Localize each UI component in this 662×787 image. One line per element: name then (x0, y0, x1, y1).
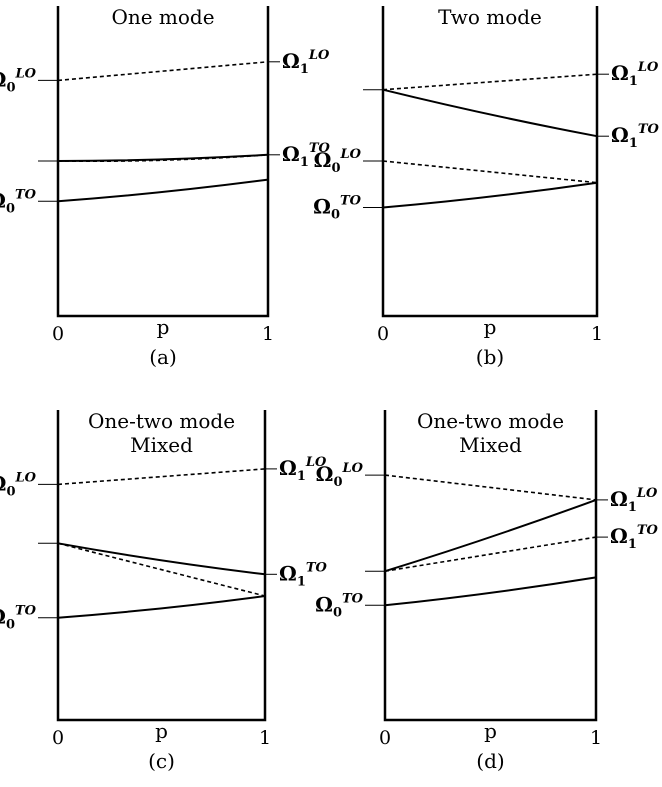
panel-title: Two mode (438, 5, 542, 29)
omega1-lo-label: Ω1LO (610, 486, 658, 515)
omega0-to-label: Ω0TO (313, 194, 362, 223)
solid-mode-curve (58, 596, 265, 618)
panel-caption: (d) (476, 749, 504, 773)
omega0-lo-label: Ω0LO (316, 461, 364, 490)
x-axis-label: p (484, 719, 497, 743)
panel-b: Two mode Ω0LO Ω0TO Ω1LO Ω1TO 0 1 p (b) (313, 5, 659, 369)
dashed-mode-curve (385, 537, 596, 571)
omega0-to-label: Ω0TO (315, 591, 364, 620)
omega0-lo-label: Ω0LO (0, 66, 37, 95)
solid-mode-curve (385, 500, 596, 571)
omega1-lo-label: Ω1LO (282, 48, 330, 77)
x-tick-1: 1 (591, 323, 603, 345)
omega1-to-label: Ω1TO (610, 523, 659, 552)
panel-title: Mixed (130, 433, 193, 457)
omega0-to-label: Ω0TO (0, 187, 37, 216)
dashed-mode-curve (58, 62, 268, 81)
dashed-mode-curve (58, 469, 265, 485)
x-axis-label: p (484, 315, 497, 339)
dashed-mode-curve (383, 74, 597, 90)
dashed-mode-curve (385, 475, 596, 500)
solid-mode-curve (58, 180, 268, 202)
x-tick-0: 0 (379, 727, 391, 749)
panel-frame (383, 6, 597, 316)
omega0-lo-label: Ω0LO (314, 147, 362, 176)
panel-caption: (c) (148, 749, 175, 773)
omega1-to-label: Ω1TO (611, 122, 660, 151)
x-tick-1: 1 (590, 727, 602, 749)
x-axis-label: p (157, 315, 170, 339)
panel-title: One mode (111, 5, 214, 29)
dashed-mode-curve (383, 161, 597, 183)
solid-mode-curve (383, 90, 597, 137)
x-axis-label: p (155, 719, 168, 743)
omega0-lo-label: Ω0LO (0, 470, 37, 499)
omega0-to-label: Ω0TO (0, 604, 37, 633)
omega1-lo-label: Ω1LO (611, 60, 659, 89)
omega1-to-label: Ω1TO (279, 560, 328, 589)
panel-caption: (b) (476, 345, 504, 369)
panel-title: Mixed (459, 433, 522, 457)
x-tick-1: 1 (259, 727, 271, 749)
solid-mode-curve (383, 183, 597, 208)
x-tick-0: 0 (52, 727, 64, 749)
panel-title: One-two mode (417, 409, 564, 433)
x-tick-0: 0 (52, 323, 64, 345)
solid-mode-curve (385, 577, 596, 605)
panel-caption: (a) (149, 345, 177, 369)
x-tick-0: 0 (377, 323, 389, 345)
x-tick-1: 1 (262, 323, 274, 345)
panel-title: One-two mode (88, 409, 235, 433)
